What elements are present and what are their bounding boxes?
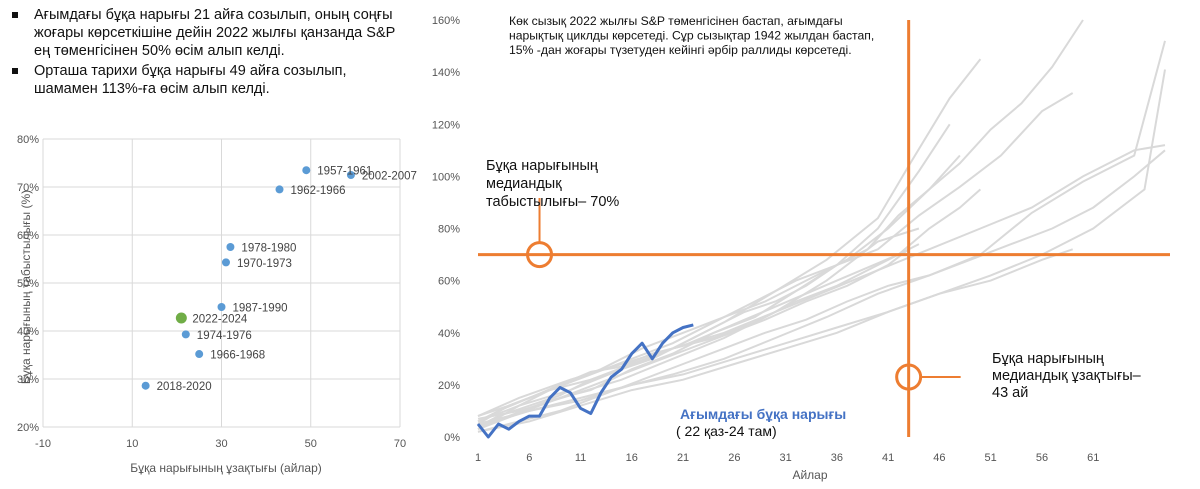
line-x-tick-label: 21 [677,452,689,464]
line-y-tick-label: 120% [432,119,460,131]
historical-series-line [477,58,982,418]
scatter-point-label: 1974-1976 [197,330,252,342]
scatter-y-tick-label: 60% [17,230,39,242]
annotation-line: медиандық ұзақтығы– [992,368,1142,384]
line-y-ticks: 0% 20% 40% 60% 80% 100% 120% 140% 160% [432,15,460,444]
scatter-point [302,166,311,175]
line-x-tick-label: 51 [985,452,997,464]
scatter-y-axis-label: Бұқа нарығының табыстылығы (%) [19,190,33,384]
annotation-line: Бұқа нарығының [486,158,598,174]
scatter-point-label: 1978-1980 [241,243,296,255]
line-x-tick-label: 16 [626,452,638,464]
annotation-line: нарықтық циклды көрсетеді. Сұр сызықтар … [509,29,874,43]
scatter-point [141,381,150,390]
current-market-label: Ағымдағы бұқа нарығы [680,406,846,422]
line-x-tick-label: 31 [779,452,791,464]
scatter-point [181,330,190,339]
scatter-point-label: 2022-2024 [192,314,248,326]
historical-series-line [477,92,1074,425]
scatter-point [217,303,226,311]
scatter-point [226,243,235,251]
historical-series-line [477,248,910,431]
historical-series-lines [477,19,1166,433]
summary-bullet-historical: Орташа тарихи бұқа нарығы 49 айға созылы… [10,62,410,98]
line-x-tick-label: 26 [728,452,740,464]
scatter-point-label: 1962-1966 [291,185,346,197]
annotation-line: Бұқа нарығының [992,351,1104,367]
scatter-x-tick-label: 70 [394,438,406,450]
summary-bullet-list: Ағымдағы бұқа нарығы 21 айға созылып, он… [10,6,410,100]
historical-series-line [477,248,1074,428]
line-y-tick-label: 60% [438,276,460,288]
scatter-point-label: 1966-1968 [210,350,265,362]
scatter-y-tick-label: 70% [17,182,39,194]
line-x-tick-label: 6 [526,452,532,464]
line-y-tick-label: 160% [432,15,460,27]
line-x-axis-label: Айлар [792,468,827,482]
current-market-sublabel: ( 22 қаз-24 там) [676,423,777,439]
scatter-point-label: 1957-1961 [317,166,372,178]
scatter-point-label: 1987-1990 [233,303,288,315]
annotation-line: Көк сызық 2022 жылғы S&P төменгісінен ба… [509,14,843,28]
annotation-line: 43 ай [992,385,1028,401]
median-return-marker [526,241,554,269]
current-series [476,323,694,439]
scatter-point-label: 2002-2007 [362,171,417,183]
annotation-line: 15% -дан жоғары түзетуден кейінгі әрбір … [509,43,852,57]
line-x-tick-label: 41 [882,452,894,464]
line-y-tick-label: 0% [444,432,460,444]
scatter-x-tick-label: 50 [305,438,317,450]
scatter-point [346,171,355,179]
scatter-y-ticks: 20% 30% 40% 50% 60% 70% 80% [17,134,39,434]
scatter-point [275,185,284,194]
scatter-point [221,258,230,267]
line-x-tick-label: 61 [1087,452,1099,464]
historical-series-line [477,154,961,423]
historical-series-line [477,40,1166,425]
line-x-tick-label: 46 [933,452,945,464]
line-x-tick-label: 1 [475,452,481,464]
scatter-chart: 20% 30% 40% 50% 60% 70% 80% -10 10 30 50 70 1957-1… [17,134,417,475]
annotation-line: табыстылығы– 70% [486,194,619,210]
scatter-x-ticks: -10 10 30 50 70 [35,438,406,450]
scatter-x-tick-label: -10 [35,438,51,450]
scatter-x-tick-label: 30 [215,438,227,450]
median-lines [478,20,1170,437]
historical-series-line [477,243,920,418]
scatter-y-tick-label: 20% [17,422,39,434]
scatter-points [141,166,355,390]
line-chart: 0%20%40%60%80%100%120%140%160% 1 6 11 16 21 2… [432,14,1170,482]
scatter-x-axis-label: Бұқа нарығының ұзақтығы (айлар) [130,461,322,475]
scatter-point [175,312,187,324]
summary-bullet-current: Ағымдағы бұқа нарығы 21 айға созылып, он… [10,6,410,60]
annotation-line: медиандық [486,176,562,192]
scatter-x-tick-label: 10 [126,438,138,450]
scatter-y-tick-label: 50% [17,278,39,290]
line-y-tick-label: 40% [438,328,460,340]
scatter-y-tick-label: 80% [17,134,39,146]
scatter-y-tick-label: 30% [17,374,39,386]
scatter-point [195,350,204,359]
line-x-tick-label: 56 [1036,452,1048,464]
median-return-label: Бұқа нарығының медиандық табыстылығы– 70% [486,158,619,210]
line-x-ticks: 1 6 11 16 21 26 31 36 41 46 51 56 61 [475,452,1099,464]
historical-series-line [477,149,1166,433]
line-y-tick-label: 100% [432,171,460,183]
scatter-point-label: 2018-2020 [157,381,212,393]
line-x-tick-label: 36 [831,452,843,464]
line-y-tick-label: 80% [438,224,460,236]
scatter-y-tick-label: 40% [17,326,39,338]
line-y-tick-label: 20% [438,380,460,392]
scatter-grid [42,138,401,428]
scatter-point-label: 1970-1973 [237,258,292,270]
line-x-tick-label: 11 [575,452,586,464]
current-series-line [476,323,694,439]
line-y-tick-label: 140% [432,67,460,79]
chart-annotation: Көк сызық 2022 жылғы S&P төменгісінен ба… [509,14,874,57]
